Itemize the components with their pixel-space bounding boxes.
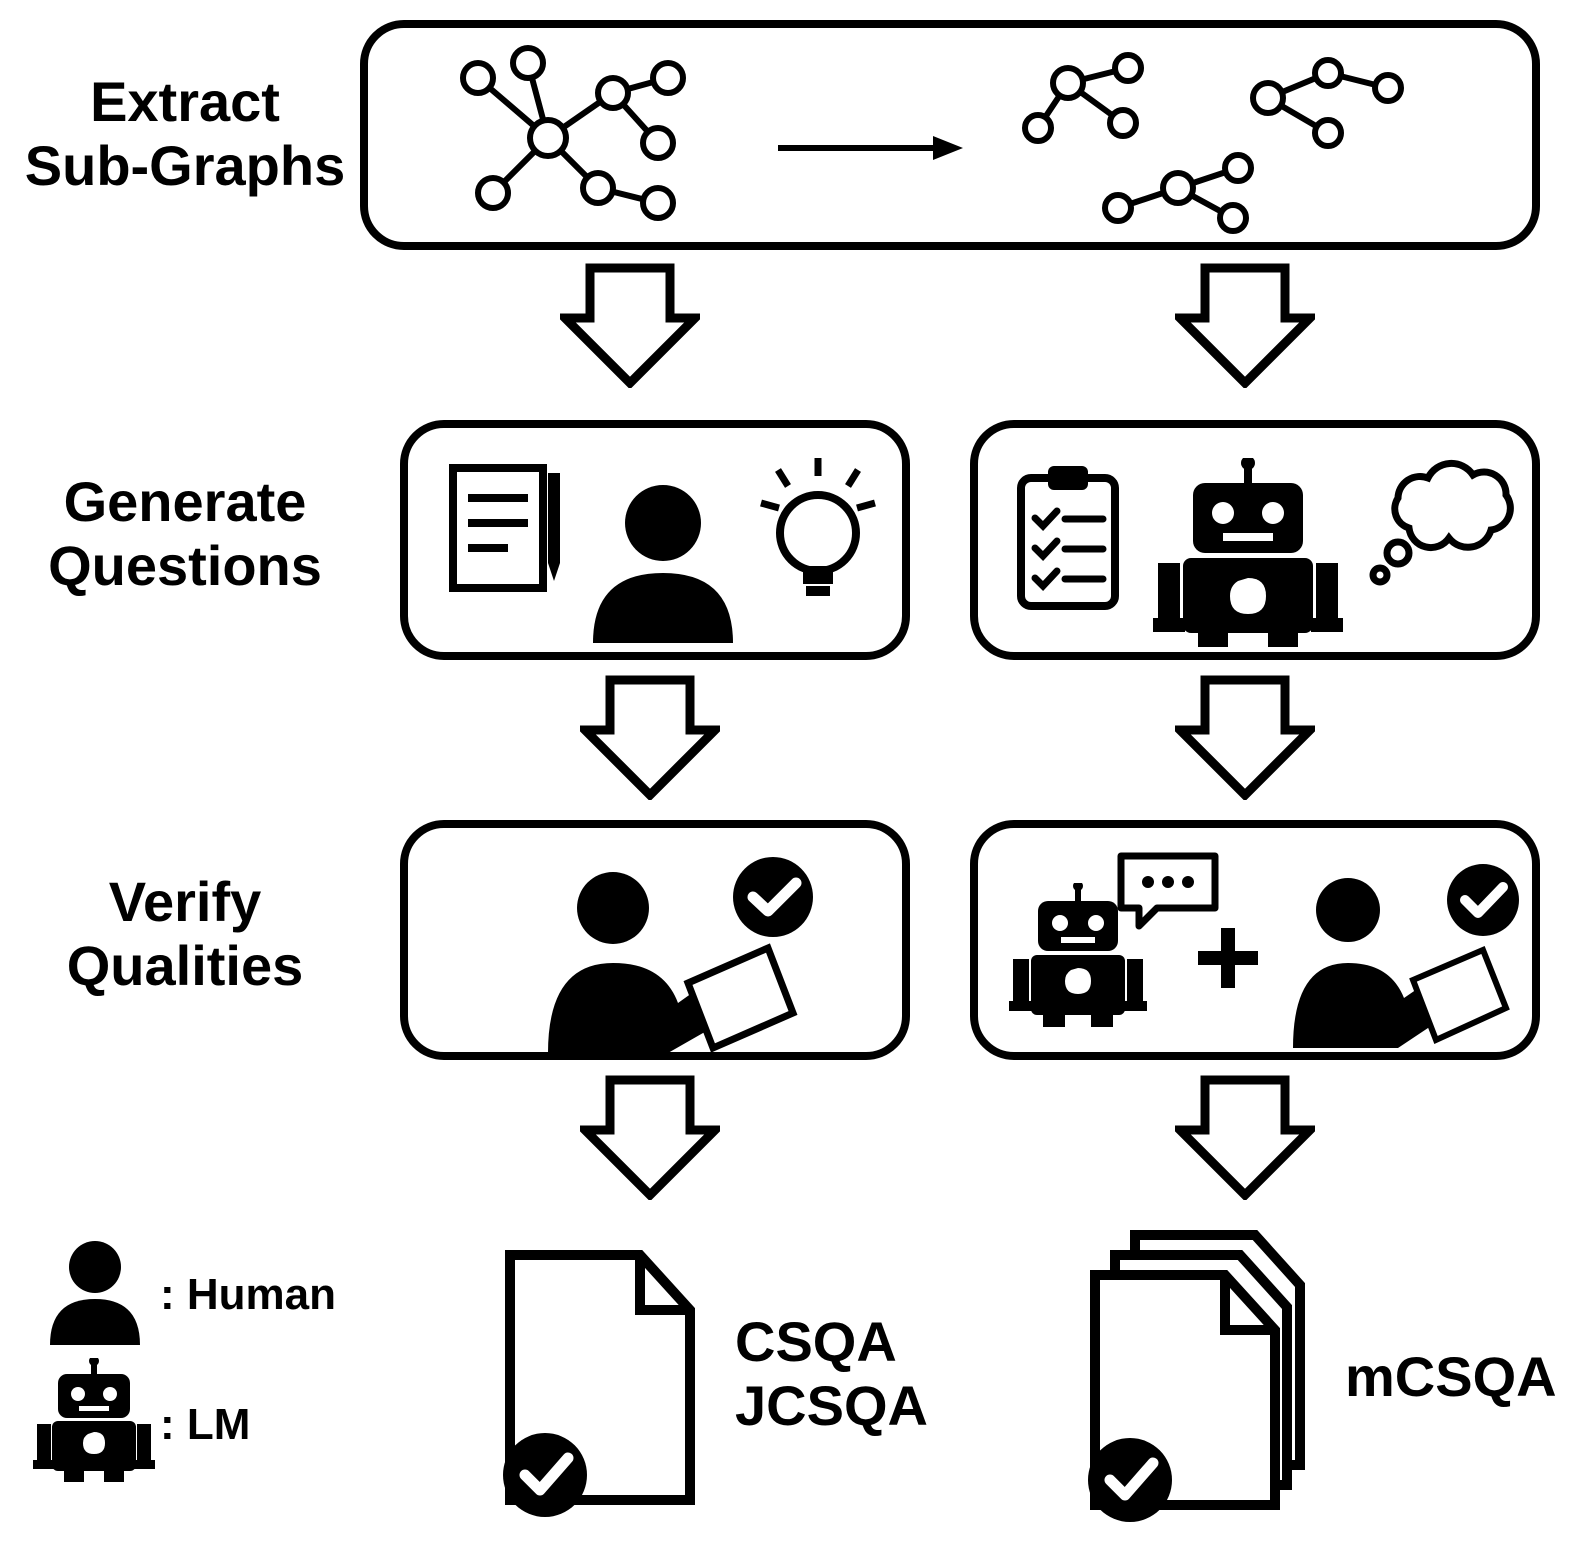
legend-human-icon: [40, 1235, 150, 1345]
label-extract-line2: Sub-Graphs: [25, 134, 345, 197]
label-extract: Extract Sub-Graphs: [20, 70, 350, 199]
box-verify-lm-human: [970, 820, 1540, 1060]
label-verify-line2: Qualities: [67, 934, 304, 997]
graph-split-arrow-icon: [768, 128, 968, 168]
human-check-small-icon: [1268, 858, 1528, 1048]
flow-arrow-6: [1175, 1070, 1315, 1200]
legend-human-label: : Human: [160, 1270, 336, 1321]
box-generate-human: [400, 420, 910, 660]
legend-lm-icon: [30, 1358, 158, 1486]
flow-arrow-2: [1175, 258, 1315, 388]
doc-mcsqa-icon: [1075, 1225, 1335, 1525]
output-mcsqa-label: mCSQA: [1345, 1345, 1557, 1409]
label-verify: Verify Qualities: [20, 870, 350, 999]
speech-dots-icon: [1113, 848, 1223, 933]
output-csqa-line2: JCSQA: [735, 1374, 928, 1437]
legend-lm-label: : LM: [160, 1400, 250, 1451]
clipboard-icon: [1013, 463, 1123, 613]
flow-arrow-3: [580, 670, 720, 800]
notepad-icon: [448, 463, 568, 593]
lightbulb-icon: [753, 458, 883, 608]
output-csqa-line1: CSQA: [735, 1310, 897, 1373]
box-verify-human: [400, 820, 910, 1060]
label-generate-line2: Questions: [48, 534, 322, 597]
flow-arrow-4: [1175, 670, 1315, 800]
box-extract: [360, 20, 1540, 250]
human-icon: [578, 473, 748, 643]
thought-bubble-icon: [1358, 453, 1523, 593]
label-generate: Generate Questions: [20, 470, 350, 599]
robot-icon: [1143, 458, 1353, 648]
label-verify-line1: Verify: [109, 870, 262, 933]
doc-csqa-icon: [490, 1240, 720, 1520]
graph-big-icon: [438, 38, 698, 238]
box-generate-lm: [970, 420, 1540, 660]
diagram-canvas: Extract Sub-Graphs: [0, 0, 1573, 1541]
plus-icon: [1193, 923, 1263, 993]
flow-arrow-1: [560, 258, 700, 388]
graph-small-icons: [1008, 38, 1508, 238]
human-check-icon: [518, 853, 828, 1053]
output-csqa-label: CSQA JCSQA: [735, 1310, 928, 1439]
label-generate-line1: Generate: [64, 470, 307, 533]
flow-arrow-5: [580, 1070, 720, 1200]
label-extract-line1: Extract: [90, 70, 280, 133]
